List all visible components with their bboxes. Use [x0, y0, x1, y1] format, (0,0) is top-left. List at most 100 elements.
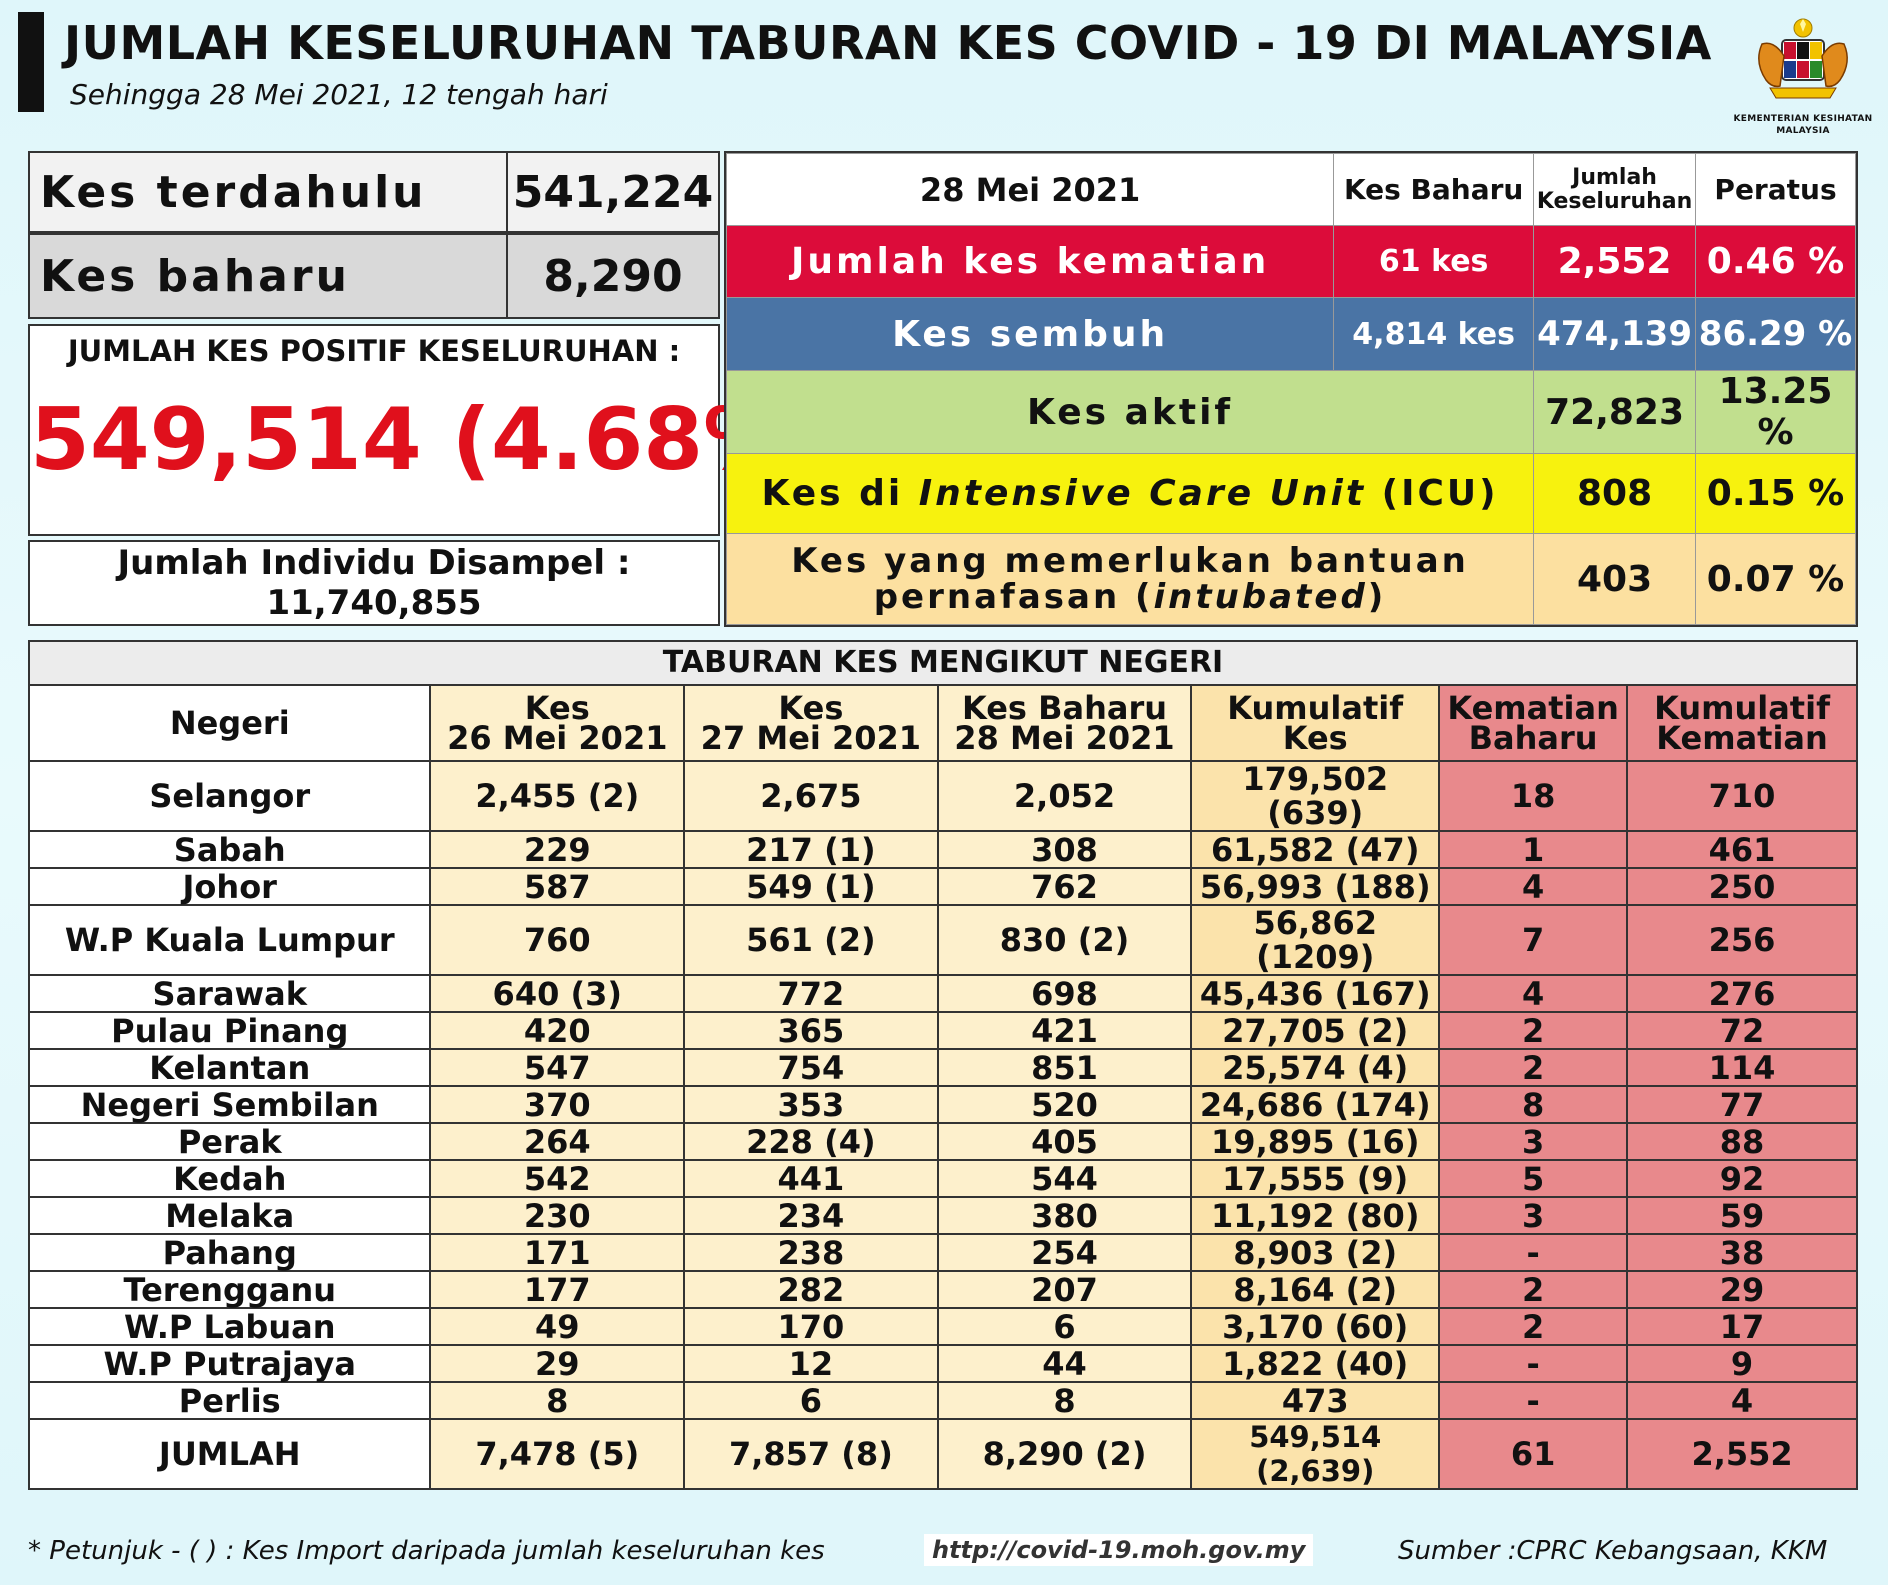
cases-28-mei: 830 (2) — [936, 904, 1193, 976]
header-26-mei: Kes 26 Mei 2021 — [429, 684, 686, 762]
table-row: Sarawak 640 (3) 772 698 45,436 (167) 4 276 — [27, 974, 1858, 1013]
cases-26-mei: 640 (3) — [429, 974, 686, 1013]
icu-total: 808 — [1533, 453, 1697, 534]
state-name: Negeri Sembilan — [27, 1085, 432, 1124]
active-total: 72,823 — [1533, 370, 1697, 454]
new-deaths: 61 — [1438, 1418, 1629, 1490]
cases-26-mei: 547 — [429, 1048, 686, 1087]
recovered-total: 474,139 — [1533, 297, 1697, 371]
cumulative-cases: 179,502 (639) — [1190, 760, 1441, 832]
cases-28-mei: 254 — [936, 1233, 1193, 1272]
cases-27-mei: 282 — [683, 1270, 939, 1309]
new-deaths: 8 — [1438, 1085, 1629, 1124]
new-deaths: 18 — [1438, 760, 1629, 832]
intubated-pct: 0.07 % — [1695, 533, 1856, 625]
cases-26-mei: 49 — [429, 1307, 686, 1346]
intubated-total: 403 — [1533, 533, 1697, 625]
cases-26-mei: 370 — [429, 1085, 686, 1124]
new-deaths: 4 — [1438, 974, 1629, 1013]
cumulative-deaths: 250 — [1626, 867, 1858, 906]
table-row: Pahang 171 238 254 8,903 (2) -38 — [27, 1233, 1858, 1272]
deaths-total: 2,552 — [1533, 225, 1697, 298]
table-row: Pulau Pinang 420 365 421 27,705 (2) 2 72 — [27, 1011, 1858, 1050]
intubated-row: Kes yang memerlukan bantuan pernafasan (… — [725, 533, 1856, 625]
deaths-new: 61 kes — [1333, 225, 1535, 298]
cases-26-mei: 542 — [429, 1159, 686, 1198]
total-positive-value: 549,514 (4.68%) — [30, 390, 829, 490]
cases-28-mei: 380 — [936, 1196, 1193, 1235]
cumulative-deaths: 38 — [1626, 1233, 1858, 1272]
cases-28-mei: 851 — [936, 1048, 1193, 1087]
cumulative-cases: 27,705 (2) — [1190, 1011, 1441, 1050]
previous-cases-row: Kes terdahulu 541,224 — [28, 151, 720, 233]
cumulative-cases: 11,192 (80) — [1190, 1196, 1441, 1235]
stats-col-total: Jumlah Keseluruhan — [1533, 153, 1697, 226]
cases-26-mei: 177 — [429, 1270, 686, 1309]
cumulative-deaths: 77 — [1626, 1085, 1858, 1124]
recovered-pct: 86.29 % — [1695, 297, 1856, 371]
cases-26-mei: 29 — [429, 1344, 686, 1383]
state-name: Sarawak — [27, 974, 432, 1013]
header-cumdeaths-line1: Kumulatif — [1654, 689, 1830, 727]
cumulative-cases: 56,993 (188) — [1190, 867, 1441, 906]
state-name: W.P Kuala Lumpur — [27, 904, 432, 976]
cumulative-deaths: 92 — [1626, 1159, 1858, 1198]
table-row: Perlis 8 6 8 473-4 — [27, 1381, 1858, 1420]
state-name: Kedah — [27, 1159, 432, 1198]
table-row: Sabah 229 217 (1) 308 61,582 (47) 1 461 — [27, 830, 1858, 869]
stats-col-total-line1: Jumlah — [1572, 164, 1657, 190]
header-deaths-line1: Kematian — [1447, 689, 1619, 727]
recovered-row: Kes sembuh 4,814 kes 474,139 86.29 % — [725, 297, 1856, 371]
state-name: W.P Labuan — [27, 1307, 432, 1346]
header-26-line2: 26 Mei 2021 — [447, 719, 668, 757]
new-cases-value: 8,290 — [506, 235, 718, 317]
logo-caption-1: KEMENTERIAN KESIHATAN — [1733, 114, 1873, 124]
new-deaths: - — [1438, 1233, 1629, 1272]
cumulative-cases: 45,436 (167) — [1190, 974, 1441, 1013]
new-deaths: 2 — [1438, 1048, 1629, 1087]
cumulative-cases: 8,164 (2) — [1190, 1270, 1441, 1309]
cases-28-mei: 544 — [936, 1159, 1193, 1198]
cumulative-cases: 8,903 (2) — [1190, 1233, 1441, 1272]
cumulative-deaths: 9 — [1626, 1344, 1858, 1383]
states-table: Negeri Kes 26 Mei 2021 Kes 27 Mei 2021 Kes… — [27, 684, 1858, 1490]
source-note: Sumber :CPRC Kebangsaan, KKM — [1398, 1536, 1828, 1566]
new-deaths: - — [1438, 1344, 1629, 1383]
website-link[interactable]: http://covid-19.moh.gov.my — [924, 1534, 1314, 1566]
cases-26-mei: 420 — [429, 1011, 686, 1050]
active-pct: 13.25 % — [1695, 370, 1856, 454]
header-deaths-line2: Baharu — [1468, 719, 1598, 757]
state-name: Terengganu — [27, 1270, 432, 1309]
states-table-container: TABURAN KES MENGIKUT NEGERI Negeri Kes 26… — [27, 640, 1858, 1490]
icu-label-prefix: Kes di — [761, 473, 904, 514]
table-row: Kelantan 547 754 851 25,574 (4) 2 114 — [27, 1048, 1858, 1087]
header-cumulative: Kumulatif Kes — [1190, 684, 1441, 762]
header-27-mei: Kes 27 Mei 2021 — [683, 684, 939, 762]
logo-caption-2: MALAYSIA — [1776, 126, 1830, 136]
cases-26-mei: 230 — [429, 1196, 686, 1235]
cases-26-mei: 587 — [429, 867, 686, 906]
state-name: Johor — [27, 867, 432, 906]
cases-28-mei: 762 — [936, 867, 1193, 906]
cumulative-deaths: 710 — [1626, 760, 1858, 832]
cumulative-cases: 473 — [1190, 1381, 1441, 1420]
cases-27-mei: 561 (2) — [683, 904, 939, 976]
cases-28-mei: 2,052 — [936, 760, 1193, 832]
new-deaths: - — [1438, 1381, 1629, 1420]
state-name: Perlis — [27, 1381, 432, 1420]
deaths-row: Jumlah kes kematian 61 kes 2,552 0.46 % — [725, 225, 1856, 298]
recovered-label: Kes sembuh — [725, 297, 1335, 371]
stats-col-total-line2: Keseluruhan — [1536, 188, 1693, 214]
icu-pct: 0.15 % — [1695, 453, 1856, 534]
cases-27-mei: 238 — [683, 1233, 939, 1272]
state-name: W.P Putrajaya — [27, 1344, 432, 1383]
cases-28-mei: 44 — [936, 1344, 1193, 1383]
state-name: JUMLAH — [27, 1418, 432, 1490]
table-row: W.P Labuan 49 170 6 3,170 (60) 2 17 — [27, 1307, 1858, 1346]
cases-26-mei: 229 — [429, 830, 686, 869]
new-deaths: 5 — [1438, 1159, 1629, 1198]
cases-27-mei: 7,857 (8) — [683, 1418, 939, 1490]
deaths-pct: 0.46 % — [1695, 225, 1856, 298]
cases-27-mei: 365 — [683, 1011, 939, 1050]
header-26-line1: Kes — [524, 689, 590, 727]
